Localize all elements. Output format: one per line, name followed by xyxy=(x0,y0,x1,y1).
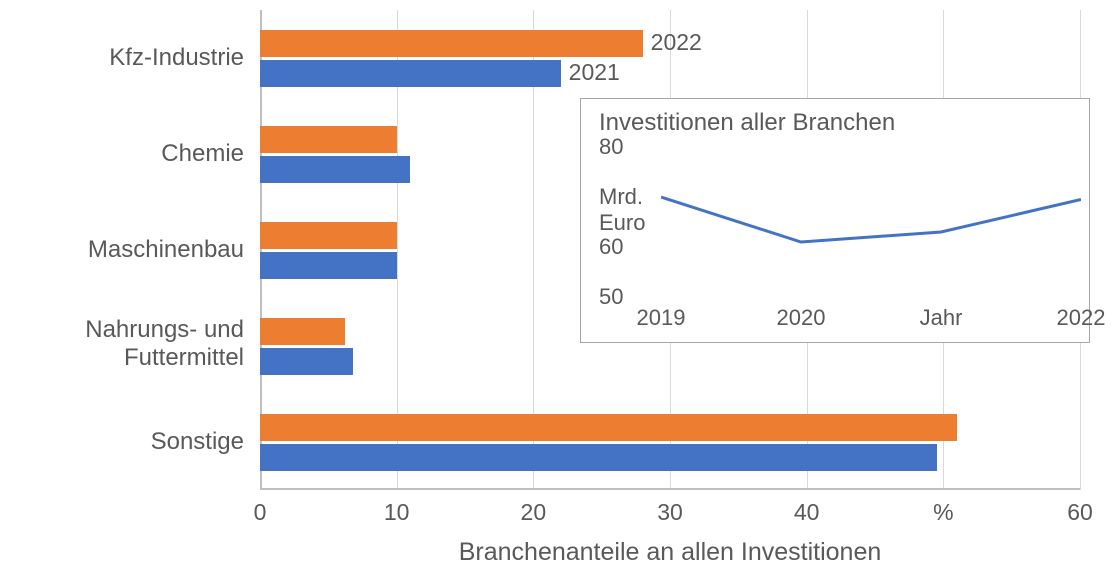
chart-container: 0 10 20 30 40% 60 Kfz-Industrie 2022 2021 Chemie M… xyxy=(0,0,1119,580)
category-label: Kfz-Industrie xyxy=(109,44,260,72)
inset-line-svg xyxy=(661,147,1081,297)
series-label-2021: 2021 xyxy=(569,59,620,86)
x-tick-label: % xyxy=(933,499,953,526)
inset-x-tick-label: Jahr xyxy=(920,305,963,331)
category-label: Nahrungs- undFuttermittel xyxy=(30,316,260,371)
x-tick-label: 0 xyxy=(254,499,267,526)
inset-plot-area xyxy=(661,147,1081,297)
inset-y-tick-label: 80 xyxy=(599,134,623,160)
x-axis-line xyxy=(260,488,1080,490)
bar-2021 xyxy=(260,444,937,471)
x-tick-label: 40 xyxy=(794,499,820,526)
inset-x-tick-label: 2020 xyxy=(777,305,826,331)
inset-x-tick-label: 2019 xyxy=(637,305,686,331)
inset-y-tick-label: 50 xyxy=(599,284,623,310)
bar-2021 xyxy=(260,156,410,183)
bar-2022 xyxy=(260,30,643,57)
bar-2021 xyxy=(260,252,397,279)
category-label: Chemie xyxy=(161,140,260,168)
bar-2022 xyxy=(260,126,397,153)
category-label: Maschinenbau xyxy=(88,236,260,264)
bar-2022 xyxy=(260,318,345,345)
x-tick-label: 20 xyxy=(521,499,547,526)
x-axis-title: Branchenanteile an allen Investitionen xyxy=(260,538,1080,567)
inset-title: Investitionen aller Branchen xyxy=(599,109,895,137)
category-label: Sonstige xyxy=(151,428,260,456)
inset-y-tick-label: 60 xyxy=(599,234,623,260)
bar-2022 xyxy=(260,222,397,249)
bar-2022 xyxy=(260,414,957,441)
bar-2021 xyxy=(260,348,353,375)
x-tick-label: 10 xyxy=(384,499,410,526)
x-tick-label: 30 xyxy=(657,499,683,526)
x-tick-label: 60 xyxy=(1067,499,1093,526)
inset-line xyxy=(661,197,1081,242)
bar-2021 xyxy=(260,60,561,87)
inset-chart: Investitionen aller Branchen 50 60 80 Mrd.E… xyxy=(580,98,1090,343)
series-label-2022: 2022 xyxy=(651,29,702,56)
inset-x-tick-label: 2022 xyxy=(1057,305,1106,331)
inset-y-unit-label: Mrd.Euro xyxy=(599,184,645,236)
